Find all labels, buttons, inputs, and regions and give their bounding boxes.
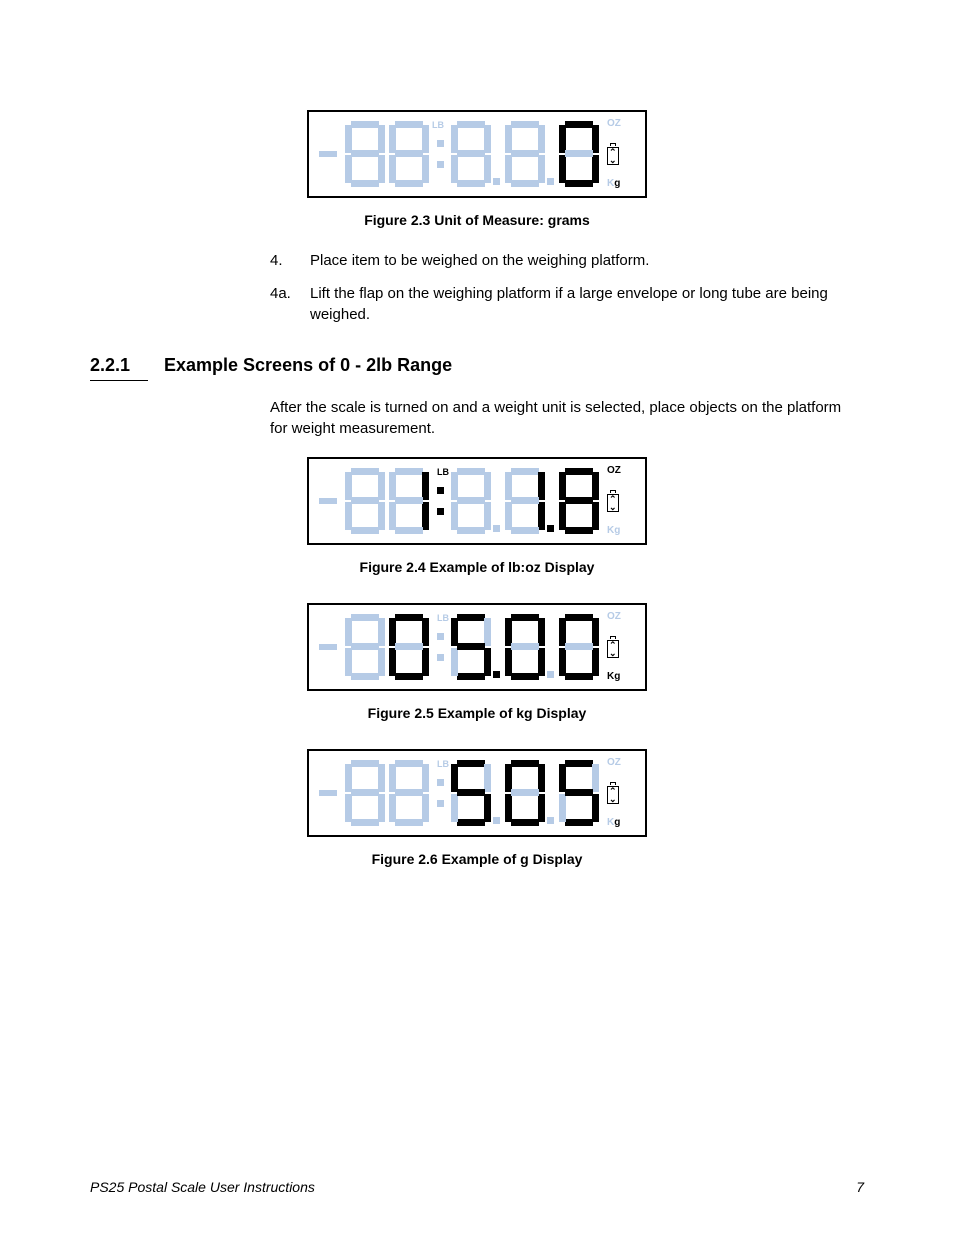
figure-2-3: LB OZ ⌃⌄ Kg	[90, 110, 864, 198]
unit-labels: OZ ⌃⌄ Kg	[601, 612, 637, 682]
section-intro: After the scale is turned on and a weigh…	[270, 397, 844, 439]
battery-icon: ⌃⌄	[607, 782, 619, 804]
colon	[433, 468, 447, 534]
decimal-point	[493, 614, 503, 680]
minus-sign	[317, 644, 339, 650]
digit	[559, 121, 599, 187]
digit	[345, 468, 385, 534]
list-text: Lift the flap on the weighing platform i…	[310, 283, 844, 325]
page-number: 7	[856, 1179, 864, 1195]
unit-labels: OZ ⌃⌄ Kg	[601, 758, 637, 828]
footer-title: PS25 Postal Scale User Instructions	[90, 1179, 315, 1195]
figure-2-4: LB OZ ⌃⌄ Kg	[90, 457, 864, 545]
minus-sign	[317, 151, 339, 157]
kg-label: Kg	[607, 818, 620, 828]
unit-labels: OZ ⌃⌄ Kg	[601, 119, 637, 189]
list-item: 4. Place item to be weighed on the weigh…	[270, 250, 844, 271]
minus-sign	[317, 498, 339, 504]
digit	[505, 468, 545, 534]
digit	[389, 121, 429, 187]
instruction-list: 4. Place item to be weighed on the weigh…	[270, 250, 844, 325]
digit	[451, 121, 491, 187]
digit	[389, 468, 429, 534]
decimal-point	[493, 760, 503, 826]
figure-caption: Figure 2.6 Example of g Display	[90, 851, 864, 867]
battery-icon: ⌃⌄	[607, 490, 619, 512]
battery-icon: ⌃⌄	[607, 143, 619, 165]
minus-sign	[317, 790, 339, 796]
lb-label: LB	[437, 759, 449, 769]
digit	[345, 760, 385, 826]
digit	[345, 614, 385, 680]
digit	[451, 760, 491, 826]
kg-label: Kg	[607, 179, 620, 189]
lb-label: LB	[437, 613, 449, 623]
lcd-display: LB OZ ⌃⌄ Kg	[307, 749, 647, 837]
digit	[345, 121, 385, 187]
decimal-point	[493, 468, 503, 534]
kg-label: Kg	[607, 672, 620, 682]
digit	[451, 614, 491, 680]
colon	[433, 614, 447, 680]
list-number: 4.	[270, 250, 310, 271]
list-text: Place item to be weighed on the weighing…	[310, 250, 844, 271]
oz-label: OZ	[607, 612, 621, 622]
figure-2-6: LB OZ ⌃⌄ Kg	[90, 749, 864, 837]
digit	[505, 121, 545, 187]
unit-labels: OZ ⌃⌄ Kg	[601, 466, 637, 536]
digit	[559, 760, 599, 826]
list-number: 4a.	[270, 283, 310, 325]
digit	[389, 760, 429, 826]
decimal-point	[547, 760, 557, 826]
oz-label: OZ	[607, 466, 621, 476]
list-item: 4a. Lift the flap on the weighing platfo…	[270, 283, 844, 325]
page-footer: PS25 Postal Scale User Instructions 7	[90, 1179, 864, 1195]
lcd-display: LB OZ ⌃⌄ Kg	[307, 603, 647, 691]
lb-label: LB	[437, 467, 449, 477]
figure-caption: Figure 2.3 Unit of Measure: grams	[90, 212, 864, 228]
digit	[505, 614, 545, 680]
decimal-point	[547, 614, 557, 680]
battery-icon: ⌃⌄	[607, 636, 619, 658]
digit	[505, 760, 545, 826]
colon	[433, 760, 447, 826]
decimal-point	[547, 468, 557, 534]
digit	[559, 468, 599, 534]
figure-caption: Figure 2.4 Example of lb:oz Display	[90, 559, 864, 575]
digit	[451, 468, 491, 534]
lcd-display: LB OZ ⌃⌄ Kg	[307, 457, 647, 545]
section-heading: 2.2.1 Example Screens of 0 - 2lb Range	[90, 355, 864, 381]
figure-caption: Figure 2.5 Example of kg Display	[90, 705, 864, 721]
lb-label: LB	[432, 120, 444, 130]
kg-label: Kg	[607, 526, 620, 536]
oz-label: OZ	[607, 119, 621, 129]
oz-label: OZ	[607, 758, 621, 768]
digit	[389, 614, 429, 680]
decimal-point	[493, 121, 503, 187]
digit	[559, 614, 599, 680]
section-title: Example Screens of 0 - 2lb Range	[164, 355, 452, 376]
lcd-display: LB OZ ⌃⌄ Kg	[307, 110, 647, 198]
colon	[433, 121, 447, 187]
decimal-point	[547, 121, 557, 187]
section-number: 2.2.1	[90, 355, 148, 381]
figure-2-5: LB OZ ⌃⌄ Kg	[90, 603, 864, 691]
